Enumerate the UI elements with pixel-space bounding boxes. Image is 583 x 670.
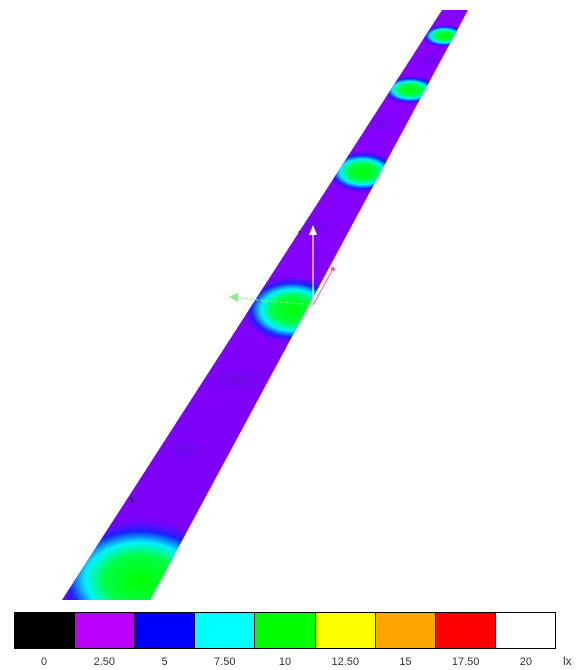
legend-swatch [135, 613, 196, 648]
legend-tick-label: 17.50 [451, 656, 480, 668]
legend-swatch [15, 613, 76, 648]
legend-unit: lx [563, 654, 572, 668]
legend-tick-label: 2.50 [93, 656, 116, 668]
legend-tick-label: 7.50 [214, 656, 236, 668]
road-surface [62, 10, 468, 600]
legend-swatch [435, 613, 496, 648]
light-pool-4 [238, 274, 346, 346]
legend-swatch [495, 613, 555, 648]
legend-swatch [315, 613, 376, 648]
legend-tick-label: 10 [278, 656, 292, 668]
light-pool-3 [324, 150, 400, 194]
legend-swatch [375, 613, 436, 648]
legend-tick-label: 15 [399, 656, 412, 668]
legend-tick-label: 0 [41, 656, 48, 668]
legend-tick-label: 20 [519, 656, 532, 668]
illuminance-road-render [62, 10, 468, 600]
illuminance-legend: lx 0 2.50 5 7.50 10 12.50 15 17.50 20 [14, 612, 574, 670]
axis-gizmo[interactable] [130, 225, 335, 502]
light-pool-2 [380, 75, 440, 105]
light-pool-1 [420, 24, 468, 48]
3d-viewport[interactable] [0, 0, 583, 600]
legend-swatch [255, 613, 316, 648]
legend-tick-label: 5 [161, 656, 168, 668]
legend-swatch [195, 613, 256, 648]
legend-swatch [75, 613, 136, 648]
legend-color-bar [14, 612, 556, 649]
legend-tick-label: 12.50 [331, 656, 359, 668]
light-pool-5 [62, 515, 235, 600]
